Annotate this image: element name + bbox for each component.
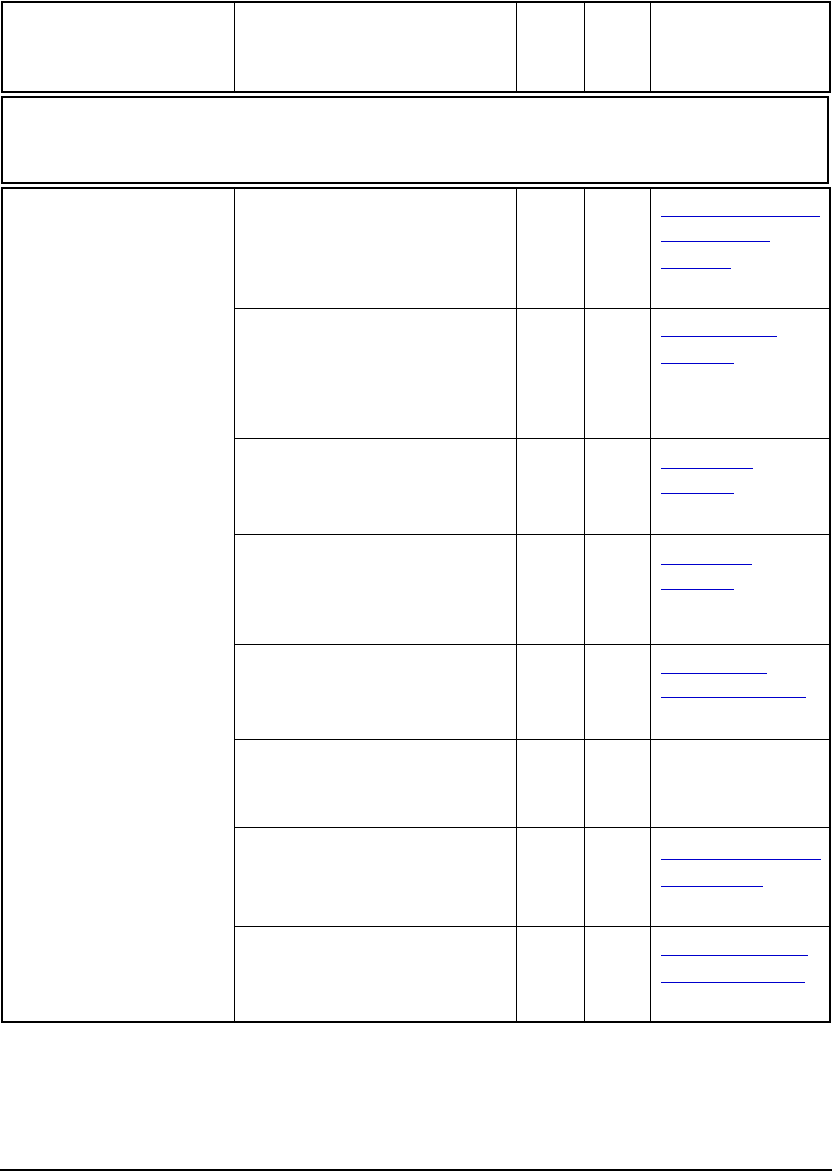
link-cell — [649, 643, 831, 740]
table-cell — [515, 738, 585, 828]
hyperlink-underline[interactable] — [660, 588, 734, 590]
hyperlink-underline[interactable] — [660, 268, 731, 269]
table-row — [2, 643, 831, 740]
table-cell — [233, 437, 517, 535]
table-cell — [233, 925, 517, 1023]
table-cell — [515, 187, 585, 309]
hyperlink-underline[interactable] — [660, 696, 806, 698]
link-cell — [649, 826, 831, 927]
merged-left-cell — [1, 187, 235, 1023]
table-cell — [515, 826, 585, 927]
table-cell — [515, 437, 585, 535]
footer-rule — [0, 1169, 832, 1171]
hyperlink-underline[interactable] — [660, 981, 805, 983]
hyperlink-underline[interactable] — [660, 467, 753, 469]
table-cell — [515, 643, 585, 740]
header-cell-4 — [583, 1, 651, 93]
table-row — [2, 437, 831, 535]
hyperlink-underline[interactable] — [660, 563, 752, 565]
hyperlink-underline[interactable] — [660, 335, 777, 337]
table-cell — [515, 533, 585, 645]
hyperlink-underline[interactable] — [660, 241, 770, 242]
hyperlink-underline[interactable] — [660, 362, 734, 364]
table-cell — [583, 826, 651, 927]
table-row — [2, 738, 831, 828]
hyperlink-underline[interactable] — [660, 885, 763, 887]
table-cell — [233, 187, 517, 309]
header-cell-5 — [649, 1, 831, 93]
table-cell — [583, 533, 651, 645]
table-cell — [233, 826, 517, 927]
main-tbody — [1, 187, 831, 1023]
link-cell — [649, 307, 831, 439]
hyperlink-underline[interactable] — [660, 216, 820, 217]
table-cell — [583, 187, 651, 309]
header-cell-2 — [233, 1, 517, 93]
table-cell — [583, 925, 651, 1023]
hyperlink-underline[interactable] — [660, 954, 808, 956]
hyperlink-underline[interactable] — [660, 672, 767, 674]
table-cell — [515, 307, 585, 439]
table-cell — [233, 738, 517, 828]
table-cell — [583, 643, 651, 740]
header-row — [1, 1, 831, 93]
link-cell — [649, 187, 831, 309]
table-cell — [583, 437, 651, 535]
table-cell — [583, 738, 651, 828]
notice-band — [1, 96, 829, 184]
hyperlink-underline[interactable] — [660, 858, 821, 860]
table-cell — [233, 533, 517, 645]
main-table — [1, 187, 831, 1023]
table-cell — [233, 307, 517, 439]
table-row — [2, 533, 831, 645]
header-cell-1 — [1, 1, 235, 93]
header-cell-3 — [515, 1, 585, 93]
link-cell — [649, 738, 831, 828]
header-tbody — [1, 1, 831, 93]
table-cell — [515, 925, 585, 1023]
table-row — [1, 187, 831, 1023]
table-cell — [233, 643, 517, 740]
hyperlink-underline[interactable] — [660, 492, 734, 494]
table-row — [2, 925, 831, 1023]
link-cell — [649, 925, 831, 1023]
table-cell — [583, 307, 651, 439]
link-cell — [649, 533, 831, 645]
header-table — [1, 1, 831, 93]
link-cell — [649, 437, 831, 535]
